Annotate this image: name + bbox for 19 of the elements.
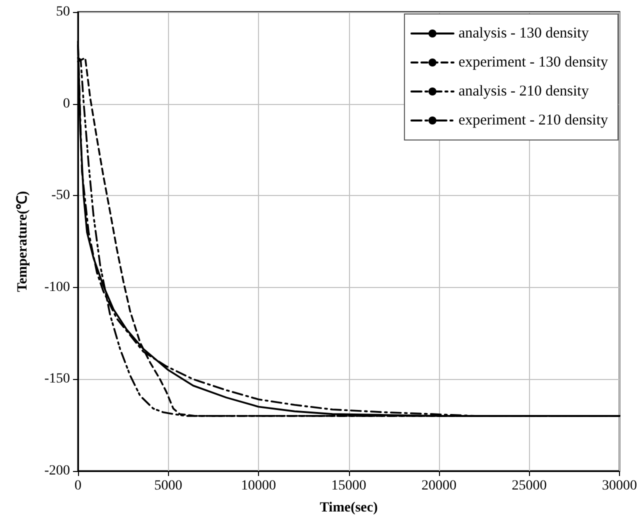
x-tick-label: 20000: [422, 478, 456, 494]
legend-label: analysis - 210 density: [458, 84, 590, 100]
y-tick-label: 0: [63, 96, 70, 112]
x-tick-label: 15000: [331, 478, 366, 494]
x-tick-label: 25000: [512, 478, 547, 494]
x-tick-label: 5000: [154, 478, 182, 494]
x-axis-title: Time(sec): [320, 500, 378, 516]
x-tick-label: 0: [74, 478, 82, 494]
y-tick-label: -150: [44, 372, 70, 387]
legend-label: analysis - 130 density: [458, 26, 590, 42]
y-tick-label: -50: [51, 188, 70, 204]
y-tick-label: -100: [44, 280, 70, 295]
y-tick-label: 50: [56, 4, 70, 20]
x-tick-label: 30000: [602, 478, 637, 494]
y-axis-title: Temperature(℃): [16, 190, 30, 292]
legend-label: experiment - 210 density: [458, 112, 608, 128]
x-tick-label: 10000: [241, 478, 276, 494]
legend-label: experiment - 130 density: [458, 54, 608, 70]
y-tick-label: -200: [44, 464, 70, 478]
